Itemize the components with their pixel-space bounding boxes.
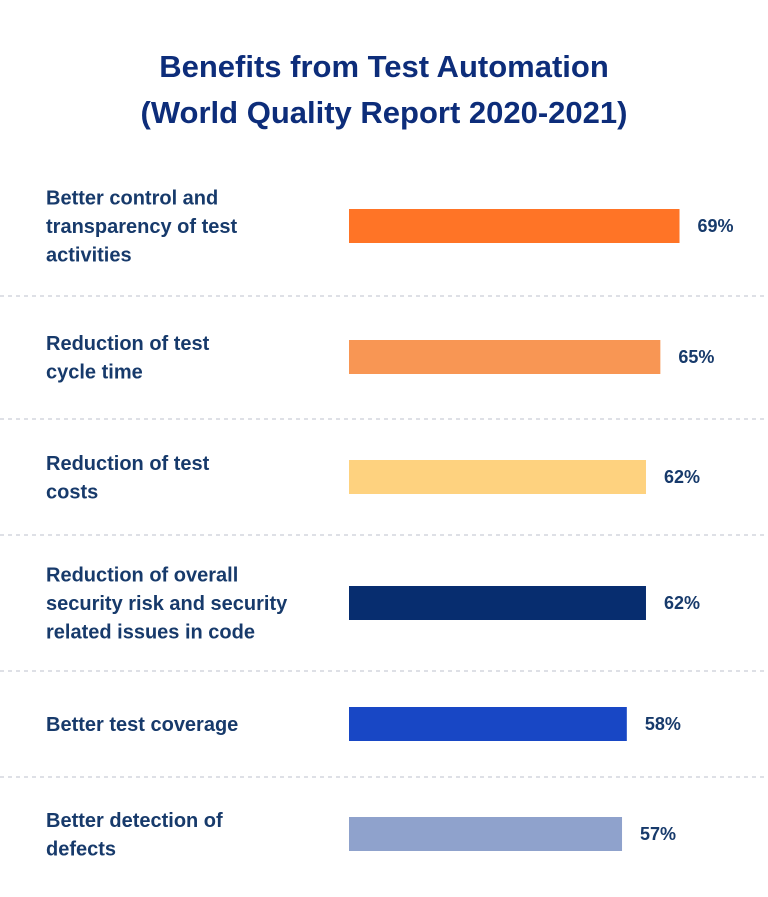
category-label: Better control and transparency of test ac… (46, 188, 238, 267)
chart-subtitle-line: (World Quality Report 2020-2021) (140, 95, 628, 130)
bar (349, 460, 646, 494)
category-label-line: defects (46, 838, 116, 860)
bar (349, 209, 680, 243)
category-label-line: Reduction of test (46, 453, 210, 475)
category-label: Better detection of defects (46, 810, 223, 861)
bar (349, 707, 627, 741)
category-label-line: Better test coverage (46, 714, 238, 736)
value-label: 69% (698, 216, 734, 236)
value-label: 57% (640, 824, 676, 844)
value-label: 65% (678, 347, 714, 367)
category-label-line: transparency of test (46, 216, 238, 238)
bar (349, 586, 646, 620)
category-label: Reduction of test costs (46, 453, 210, 504)
category-label-line: related issues in code (46, 622, 255, 644)
bar (349, 340, 661, 374)
category-label-line: costs (46, 481, 98, 503)
chart-title-line: Benefits from Test Automation (159, 49, 609, 84)
category-label-line: security risk and security (46, 593, 288, 615)
category-label-line: cycle time (46, 361, 143, 383)
value-label: 58% (645, 714, 681, 734)
category-label-line: Better detection of (46, 810, 223, 832)
category-label: Reduction of test cycle time (46, 333, 210, 384)
category-label: Reduction of overall security risk and se… (46, 565, 288, 644)
value-label: 62% (664, 467, 700, 487)
category-label: Better test coverage (46, 714, 238, 736)
bar (349, 817, 623, 851)
category-label-line: Reduction of overall (46, 565, 238, 587)
category-label-line: activities (46, 245, 132, 267)
category-label-line: Better control and (46, 188, 218, 210)
category-label-line: Reduction of test (46, 333, 210, 355)
value-label: 62% (664, 593, 700, 613)
chart-title: Benefits from Test Automation (World Qua… (0, 44, 768, 136)
